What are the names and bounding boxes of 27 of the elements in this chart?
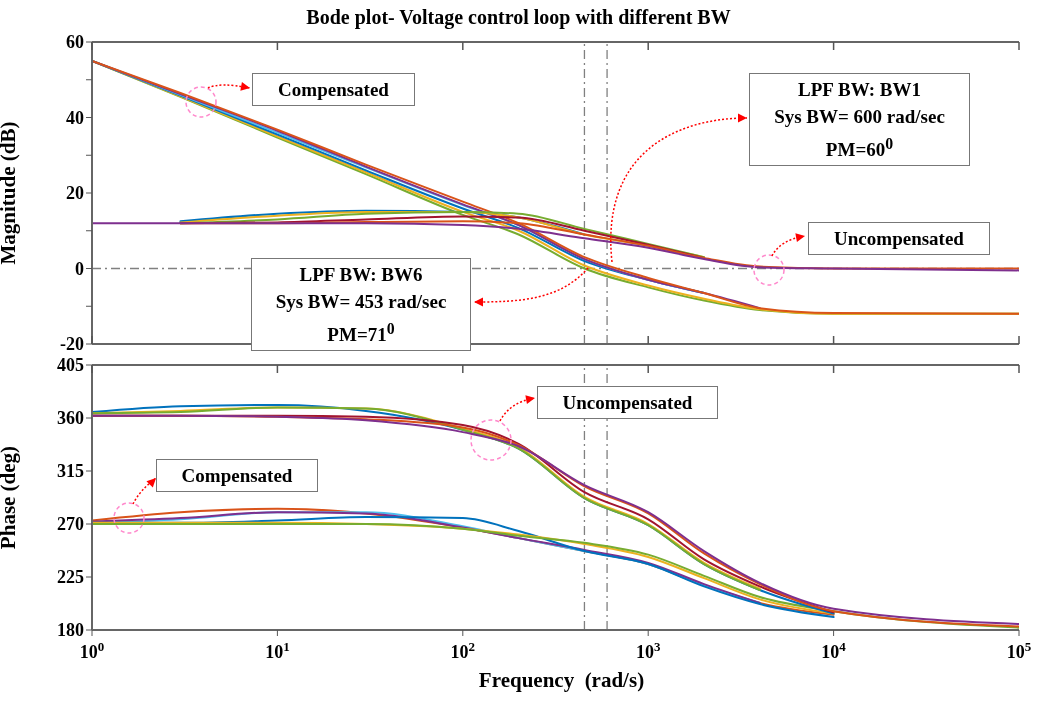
- chart-title: Bode plot- Voltage control loop with different BW: [305, 6, 732, 29]
- annotation: Uncompensated: [808, 222, 990, 255]
- y-tick-label: 60: [66, 32, 84, 52]
- y-tick-label: 270: [57, 514, 84, 534]
- annotation: Compensated: [252, 73, 415, 106]
- y-tick-label: -20: [60, 334, 84, 354]
- y-tick-label: 0: [75, 258, 84, 279]
- y-tick-label: 315: [57, 461, 84, 481]
- y-axis-title: Phase (deg): [0, 445, 21, 550]
- y-tick-label: 225: [57, 567, 84, 587]
- annotation: Uncompensated: [537, 386, 718, 419]
- x-axis-title: Frequency (rad/s): [477, 668, 646, 693]
- y-tick-label: 180: [57, 620, 84, 640]
- x-tick-label: 10$^{2}$: [450, 638, 476, 662]
- annotation: LPF BW: BW1 Sys BW= 600 rad/sec PM=60$^{0}$: [749, 73, 970, 167]
- annotation: Compensated: [156, 459, 318, 492]
- y-tick-label: 405: [57, 355, 84, 375]
- x-tick-label: 10$^{3}$: [635, 638, 661, 662]
- y-axis-title: Magnitude (dB): [0, 121, 21, 265]
- y-tick-label: 360: [57, 408, 84, 428]
- x-tick-label: 10$^{5}$: [1006, 638, 1032, 662]
- x-tick-label: 10$^{1}$: [265, 638, 290, 662]
- y-tick-label: 40: [66, 107, 84, 128]
- x-tick-label: 10$^{0}$: [79, 638, 105, 662]
- y-tick-label: 20: [66, 183, 84, 203]
- x-tick-label: 10$^{4}$: [821, 638, 847, 662]
- annotation: LPF BW: BW6 Sys BW= 453 rad/sec PM=71$^{0}$: [251, 258, 471, 352]
